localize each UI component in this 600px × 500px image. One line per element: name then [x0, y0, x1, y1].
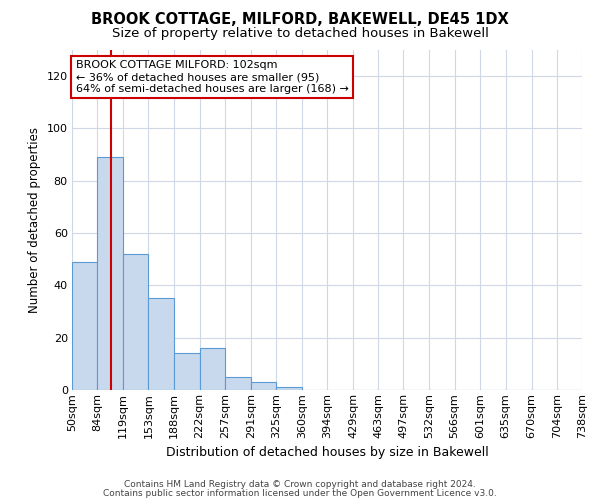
Text: BROOK COTTAGE, MILFORD, BAKEWELL, DE45 1DX: BROOK COTTAGE, MILFORD, BAKEWELL, DE45 1… [91, 12, 509, 28]
Bar [199, 348, 226, 390]
Bar [123, 254, 148, 390]
Text: Contains public sector information licensed under the Open Government Licence v3: Contains public sector information licen… [103, 489, 497, 498]
Bar [276, 388, 302, 390]
Bar [148, 298, 174, 390]
Bar [251, 382, 276, 390]
Bar [72, 262, 97, 390]
Bar [97, 157, 123, 390]
Text: Size of property relative to detached houses in Bakewell: Size of property relative to detached ho… [112, 28, 488, 40]
Y-axis label: Number of detached properties: Number of detached properties [28, 127, 41, 313]
Text: Contains HM Land Registry data © Crown copyright and database right 2024.: Contains HM Land Registry data © Crown c… [124, 480, 476, 489]
Bar [226, 377, 251, 390]
X-axis label: Distribution of detached houses by size in Bakewell: Distribution of detached houses by size … [166, 446, 488, 459]
Text: BROOK COTTAGE MILFORD: 102sqm
← 36% of detached houses are smaller (95)
64% of s: BROOK COTTAGE MILFORD: 102sqm ← 36% of d… [76, 60, 349, 94]
Bar [174, 354, 199, 390]
